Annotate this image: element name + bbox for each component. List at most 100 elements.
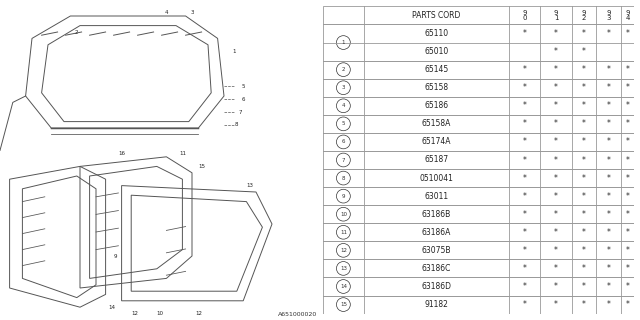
Text: 14: 14 [340,284,347,289]
Text: *: * [625,210,629,219]
Text: 63186D: 63186D [422,282,451,291]
Text: *: * [523,29,527,38]
Text: *: * [625,246,629,255]
Text: *: * [607,300,611,309]
Text: *: * [582,173,586,183]
Text: 6: 6 [241,97,245,102]
Text: *: * [523,101,527,110]
Text: *: * [554,101,558,110]
Text: 7: 7 [342,157,345,163]
Text: *: * [554,300,558,309]
Text: 9
1: 9 1 [554,10,558,21]
Text: *: * [582,282,586,291]
Text: 63011: 63011 [424,192,449,201]
Text: 9
3: 9 3 [607,10,611,21]
Text: 10: 10 [157,311,163,316]
Text: *: * [523,173,527,183]
Text: 0510041: 0510041 [420,173,453,183]
Text: *: * [625,29,629,38]
Text: *: * [625,264,629,273]
Text: 63075B: 63075B [422,246,451,255]
Text: 65158A: 65158A [422,119,451,128]
Text: *: * [607,65,611,74]
Text: 14: 14 [109,305,115,310]
Text: *: * [625,83,629,92]
Text: *: * [554,282,558,291]
Text: 9
2: 9 2 [582,10,586,21]
Text: *: * [607,137,611,147]
Text: 16: 16 [118,151,125,156]
Text: *: * [523,264,527,273]
Text: *: * [625,228,629,237]
Text: 7: 7 [238,109,242,115]
Text: *: * [607,173,611,183]
Text: *: * [625,156,629,164]
Text: 63186A: 63186A [422,228,451,237]
Text: *: * [582,210,586,219]
Text: *: * [582,192,586,201]
Text: 12: 12 [131,311,138,316]
Text: *: * [523,300,527,309]
Text: 9: 9 [342,194,345,199]
Text: 5: 5 [342,121,345,126]
Text: 3: 3 [190,10,194,15]
Text: *: * [554,156,558,164]
Text: *: * [582,65,586,74]
Text: *: * [523,246,527,255]
Text: *: * [625,173,629,183]
Text: *: * [607,228,611,237]
Text: 65145: 65145 [424,65,449,74]
Text: *: * [554,192,558,201]
Text: 65010: 65010 [424,47,449,56]
Text: 5: 5 [241,84,245,89]
Text: *: * [607,119,611,128]
Text: *: * [523,65,527,74]
Text: 65174A: 65174A [422,137,451,147]
Text: *: * [582,29,586,38]
Text: *: * [582,264,586,273]
Text: *: * [582,101,586,110]
Text: *: * [523,156,527,164]
Text: *: * [554,119,558,128]
Text: 2: 2 [75,29,79,35]
Text: 15: 15 [340,302,347,307]
Text: *: * [607,83,611,92]
Text: *: * [582,156,586,164]
Text: *: * [582,228,586,237]
Text: *: * [625,300,629,309]
Text: *: * [523,210,527,219]
Text: 65158: 65158 [424,83,449,92]
Text: 9
0: 9 0 [523,10,527,21]
Text: 3: 3 [342,85,345,90]
Text: 1: 1 [232,49,236,54]
Text: *: * [582,47,586,56]
Text: *: * [625,282,629,291]
Text: *: * [554,173,558,183]
Text: 6: 6 [342,140,345,144]
Text: *: * [582,119,586,128]
Text: 63186C: 63186C [422,264,451,273]
Text: *: * [554,228,558,237]
Text: *: * [607,101,611,110]
Text: *: * [607,156,611,164]
Text: 11: 11 [179,151,186,156]
Text: 2: 2 [342,67,345,72]
Text: *: * [607,246,611,255]
Text: 15: 15 [198,164,205,169]
Text: 65186: 65186 [424,101,449,110]
Text: *: * [554,29,558,38]
Text: 63186B: 63186B [422,210,451,219]
Text: 13: 13 [340,266,347,271]
Text: 8: 8 [342,176,345,180]
Text: 4: 4 [164,10,168,15]
Text: PARTS CORD: PARTS CORD [412,11,461,20]
Text: *: * [582,246,586,255]
Text: 10: 10 [340,212,347,217]
Text: 8: 8 [235,122,239,127]
Text: *: * [554,47,558,56]
Text: 91182: 91182 [424,300,449,309]
Text: *: * [582,83,586,92]
Text: *: * [554,264,558,273]
Text: *: * [554,210,558,219]
Text: 9
4: 9 4 [625,10,630,21]
